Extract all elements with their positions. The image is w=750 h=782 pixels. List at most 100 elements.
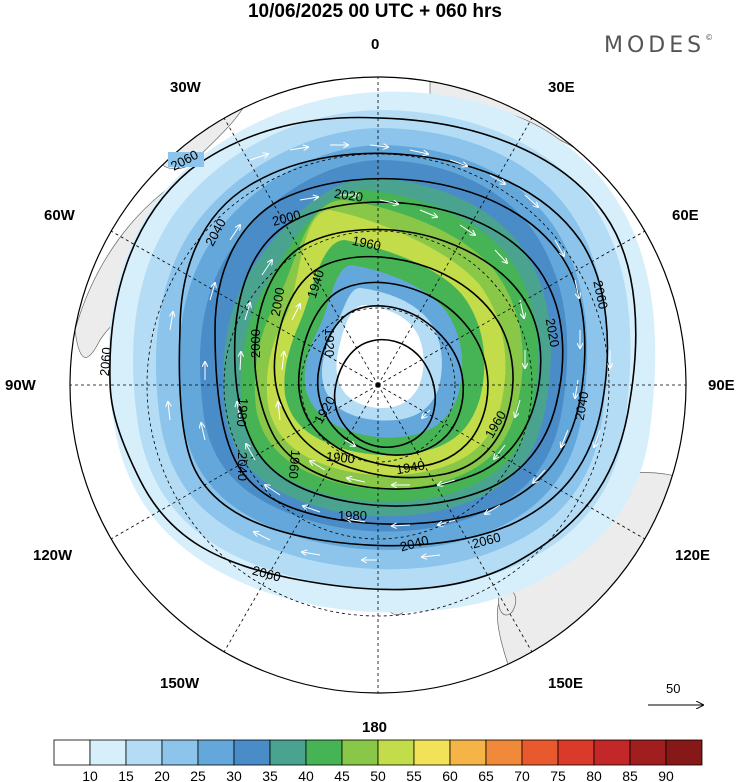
contour-label: 2040 xyxy=(235,452,250,481)
reference-vector: 50 xyxy=(648,681,703,705)
colorbar-tick-label: 70 xyxy=(514,768,530,782)
colorbar-swatch xyxy=(629,739,667,766)
wind-vector xyxy=(438,479,456,485)
wind-vector xyxy=(261,260,272,276)
wind-vector xyxy=(392,525,411,526)
colorbar-tick-label: 10 xyxy=(82,768,98,782)
wind-vector xyxy=(302,552,321,555)
colorbar-swatch xyxy=(557,739,595,766)
wind-vector xyxy=(347,519,366,522)
colorbar-swatch xyxy=(125,739,163,766)
wind-vectors xyxy=(168,145,610,560)
contour-label: 1980 xyxy=(234,397,251,427)
wind-vector xyxy=(369,145,388,147)
colorbar-swatch xyxy=(305,739,343,766)
pole-marker xyxy=(375,382,381,388)
colorbar-tick-label: 80 xyxy=(586,768,602,782)
colorbar: 10 15 20 25 30 35 40 45 50 55 60 65 70 75 80 85 90 xyxy=(53,739,703,782)
colorbar-tick-label: 20 xyxy=(154,768,170,782)
colorbar-tick-label: 50 xyxy=(370,768,386,782)
lon-label-60w: 60W xyxy=(44,207,76,224)
contour-label: 1900 xyxy=(325,449,355,466)
map-boundary xyxy=(69,76,687,694)
contour-label-group: 2060 2040 2020 2000 1960 1940 1920 1920 … xyxy=(97,147,611,585)
brand-mark: © xyxy=(705,33,714,42)
wind-vector xyxy=(244,303,250,321)
wind-vector xyxy=(489,174,505,184)
wind-vector xyxy=(524,194,538,207)
wind-vector xyxy=(303,506,321,513)
wind-vector xyxy=(594,429,601,447)
contour-2000 xyxy=(233,201,564,507)
contour-label: 2040 xyxy=(398,532,430,554)
brand-name: MODES xyxy=(604,33,706,58)
wind-vector xyxy=(574,279,579,298)
colorbar-tick-label: 55 xyxy=(406,768,422,782)
wind-vector xyxy=(561,429,569,447)
contour-1980 xyxy=(253,228,542,490)
contour-label: 1960 xyxy=(286,449,303,479)
contour-2040 xyxy=(178,152,609,547)
colorbar-swatch xyxy=(485,739,523,766)
colorbar-swatch xyxy=(197,739,235,766)
map-title: 10/06/2025 00 UTC + 060 hrs xyxy=(247,1,503,22)
colorbar-tick-label: 65 xyxy=(478,768,494,782)
wind-vector xyxy=(494,444,506,459)
lon-label-30e: 30E xyxy=(548,79,575,96)
wind-vector xyxy=(449,159,467,166)
contour-label: 1980 xyxy=(338,508,367,523)
contour-label: 2060 xyxy=(251,563,283,585)
wind-vector xyxy=(170,312,173,331)
wind-vector xyxy=(422,409,431,418)
geopotential-contours xyxy=(109,116,637,591)
contour-label: 2000 xyxy=(268,286,288,317)
colorbar-swatch xyxy=(665,739,703,766)
wind-speed-shading xyxy=(108,91,656,613)
colorbar-swatch xyxy=(53,739,91,766)
wind-vector xyxy=(575,379,578,398)
wind-vector xyxy=(379,199,398,204)
contour-label: 2060 xyxy=(590,279,611,310)
colorbar-swatch xyxy=(161,739,199,766)
wind-vector xyxy=(422,555,441,557)
contour-1920 xyxy=(316,305,465,456)
wind-vector xyxy=(278,402,280,421)
reference-vector-label: 50 xyxy=(666,681,680,696)
colorbar-tick-label: 60 xyxy=(442,768,458,782)
wind-vector xyxy=(246,444,256,461)
wind-vector xyxy=(209,283,215,301)
lon-label-120e: 120E xyxy=(675,547,710,564)
contour-2060 xyxy=(109,116,637,591)
lon-label-150e: 150E xyxy=(548,675,583,692)
colorbar-swatch xyxy=(269,739,307,766)
wind-vector xyxy=(229,225,240,241)
contour-label: 2000 xyxy=(248,329,263,358)
longitude-label-group: 0 30E 60E 90E 120E 150E 180 150W 120W 90… xyxy=(5,36,735,736)
contour-1900 xyxy=(333,338,436,448)
wind-vector xyxy=(291,304,300,321)
colorbar-tick-label: 25 xyxy=(190,768,206,782)
lon-label-30w: 30W xyxy=(170,79,202,96)
colorbar-swatch xyxy=(341,739,379,766)
colorbar-tick-label: 75 xyxy=(550,768,566,782)
wind-vector xyxy=(515,399,521,417)
wind-vector xyxy=(237,402,240,421)
wind-vector xyxy=(168,402,170,421)
wind-vector xyxy=(554,239,564,256)
lon-label-120w: 120W xyxy=(33,547,73,564)
wind-vector xyxy=(409,149,428,154)
band-core-white xyxy=(336,305,424,408)
contour-label: 2060 xyxy=(97,347,114,377)
wind-vector xyxy=(201,423,206,441)
wind-vector xyxy=(494,249,507,263)
contour-label: 2000 xyxy=(270,207,302,229)
colorbar-swatch xyxy=(89,739,127,766)
wind-vector xyxy=(349,321,360,325)
colorbar-tick-label: 35 xyxy=(262,768,278,782)
wind-vector xyxy=(533,469,546,483)
wind-vector xyxy=(289,147,308,150)
contour-label: 1940 xyxy=(395,458,426,478)
contour-2020 xyxy=(214,177,586,525)
contour-label: 2060 xyxy=(470,529,502,551)
